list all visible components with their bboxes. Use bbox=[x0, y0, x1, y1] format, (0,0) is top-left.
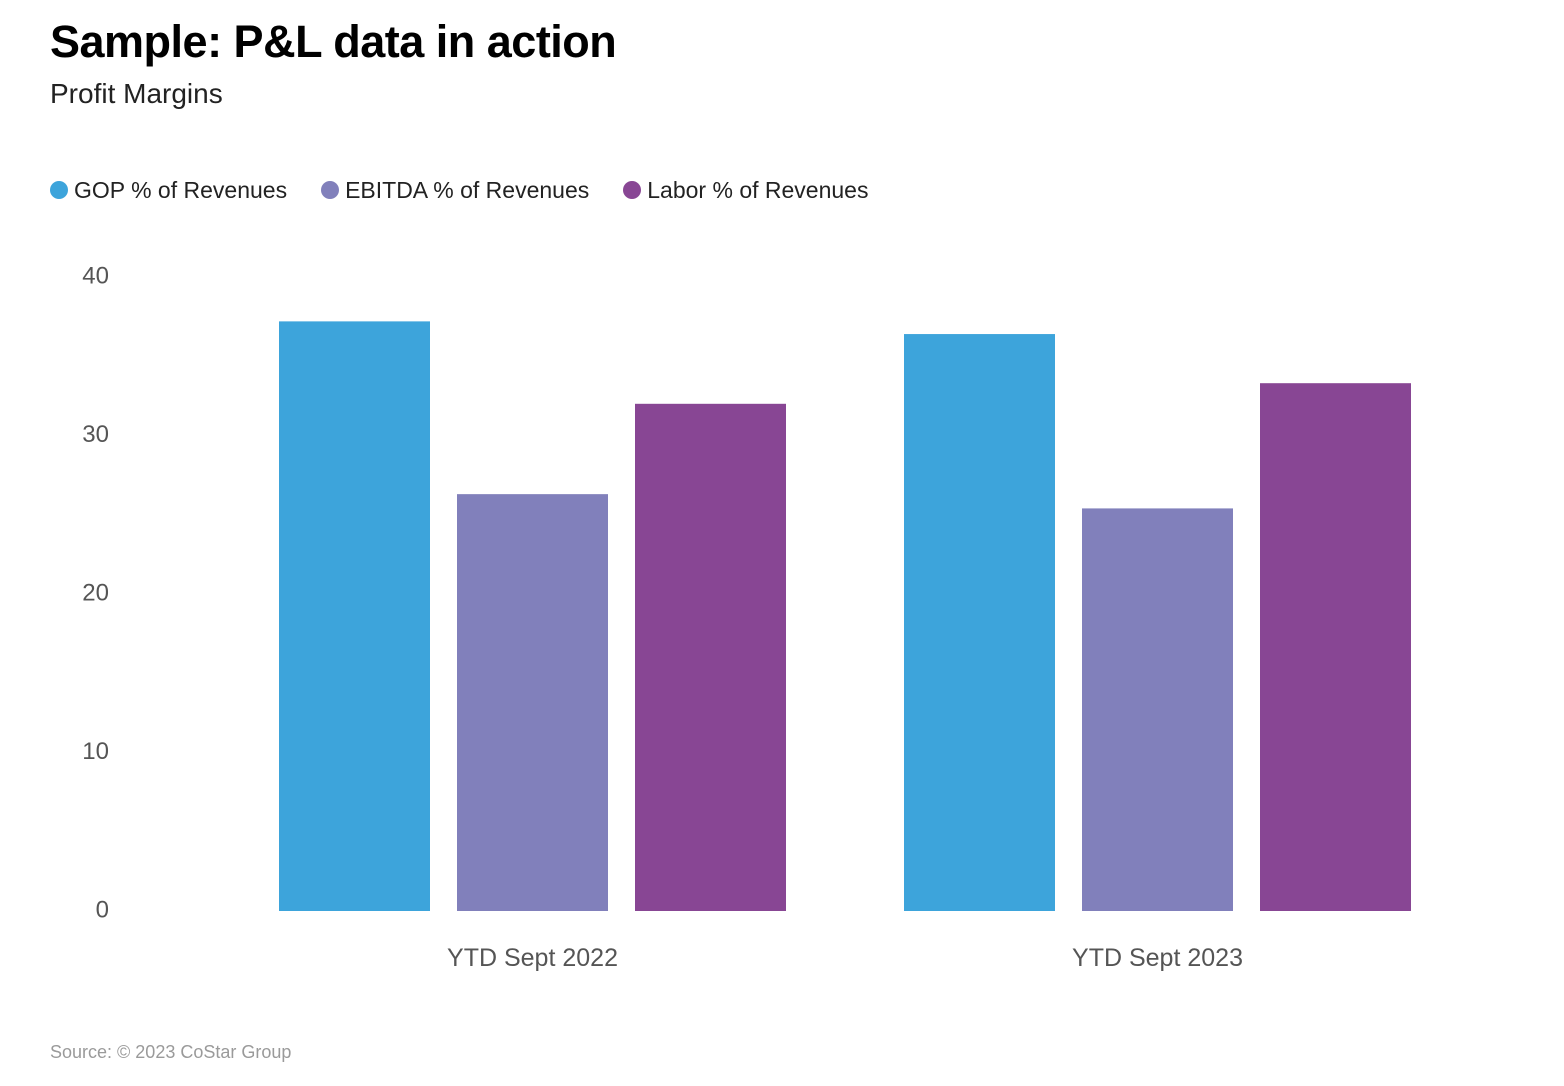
legend-item-labor[interactable]: Labor % of Revenues bbox=[623, 175, 868, 205]
x-tick-label: YTD Sept 2022 bbox=[447, 944, 618, 972]
source-note: Source: © 2023 CoStar Group bbox=[50, 1042, 292, 1062]
x-tick-label: YTD Sept 2023 bbox=[1072, 944, 1243, 972]
legend-label-ebitda: EBITDA % of Revenues bbox=[345, 177, 590, 203]
bar-labor-2[interactable] bbox=[1260, 383, 1411, 911]
legend-label-labor: Labor % of Revenues bbox=[647, 177, 869, 203]
legend-item-ebitda[interactable]: EBITDA % of Revenues bbox=[321, 175, 589, 205]
bar-gop-2[interactable] bbox=[904, 334, 1055, 911]
legend-item-gop[interactable]: GOP % of Revenues bbox=[50, 175, 287, 205]
bar-labor-1[interactable] bbox=[635, 403, 786, 911]
legend-swatch-labor bbox=[623, 181, 642, 199]
bar-gop-1[interactable] bbox=[279, 321, 430, 911]
y-tick-label: 40 bbox=[82, 262, 109, 289]
chart-subtitle: Profit Margins bbox=[50, 78, 223, 109]
legend-swatch-ebitda bbox=[321, 181, 340, 199]
y-tick-label: 10 bbox=[82, 738, 109, 765]
x-axis: YTD Sept 2022 YTD Sept 2023 bbox=[447, 944, 1243, 972]
legend-label-gop: GOP % of Revenues bbox=[74, 177, 288, 203]
y-tick-label: 20 bbox=[82, 579, 109, 606]
bar-ebitda-1[interactable] bbox=[457, 494, 608, 911]
chart-title: Sample: P&L data in action bbox=[50, 16, 617, 67]
bar-ebitda-2[interactable] bbox=[1082, 508, 1233, 911]
y-tick-label: 30 bbox=[82, 421, 109, 448]
y-tick-label: 0 bbox=[96, 896, 109, 923]
bar-series bbox=[279, 321, 1411, 911]
y-axis: 0 10 20 30 40 bbox=[82, 262, 109, 923]
legend-swatch-gop bbox=[50, 181, 68, 199]
chart-legend: GOP % of Revenues EBITDA % of Revenues L… bbox=[50, 174, 902, 206]
